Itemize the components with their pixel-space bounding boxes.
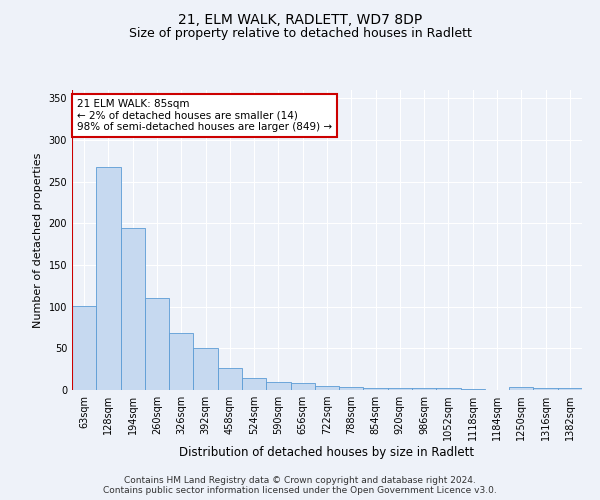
Bar <box>509 386 533 390</box>
Bar <box>412 388 436 390</box>
Bar <box>339 386 364 390</box>
Text: 21 ELM WALK: 85sqm
← 2% of detached houses are smaller (14)
98% of semi-detached: 21 ELM WALK: 85sqm ← 2% of detached hous… <box>77 99 332 132</box>
Bar <box>145 298 169 390</box>
Bar <box>218 368 242 390</box>
Bar <box>315 386 339 390</box>
Text: 21, ELM WALK, RADLETT, WD7 8DP: 21, ELM WALK, RADLETT, WD7 8DP <box>178 12 422 26</box>
Bar <box>364 388 388 390</box>
Bar <box>533 388 558 390</box>
Bar <box>290 384 315 390</box>
Bar <box>96 166 121 390</box>
Bar <box>558 388 582 390</box>
Y-axis label: Number of detached properties: Number of detached properties <box>33 152 43 328</box>
Bar <box>72 306 96 390</box>
Bar <box>266 382 290 390</box>
X-axis label: Distribution of detached houses by size in Radlett: Distribution of detached houses by size … <box>179 446 475 459</box>
Bar <box>193 348 218 390</box>
Bar <box>242 378 266 390</box>
Bar <box>121 228 145 390</box>
Text: Contains HM Land Registry data © Crown copyright and database right 2024.
Contai: Contains HM Land Registry data © Crown c… <box>103 476 497 495</box>
Bar <box>436 388 461 390</box>
Text: Size of property relative to detached houses in Radlett: Size of property relative to detached ho… <box>128 28 472 40</box>
Bar <box>461 389 485 390</box>
Bar <box>169 334 193 390</box>
Bar <box>388 388 412 390</box>
